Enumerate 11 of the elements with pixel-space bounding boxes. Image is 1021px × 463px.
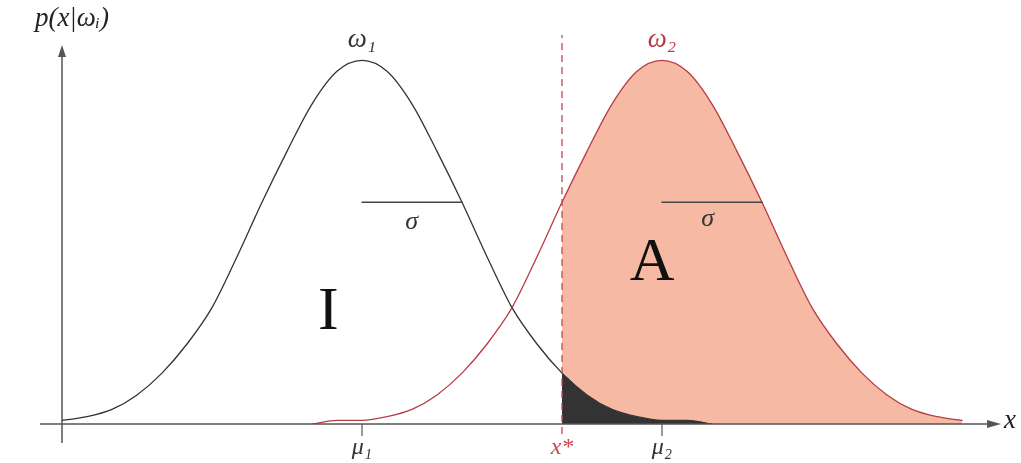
annotation: I bbox=[318, 274, 339, 343]
x-tick-label: x* bbox=[549, 433, 574, 460]
annotation: A bbox=[629, 225, 675, 294]
y-axis-title: p(x|ωᵢ) bbox=[32, 2, 110, 33]
series-label: ω₂ bbox=[647, 23, 677, 54]
x-tick-label: μ₂ bbox=[650, 433, 673, 460]
x-axis-title: x bbox=[1003, 404, 1016, 435]
annotation: σ bbox=[405, 205, 420, 235]
annotation: σ bbox=[701, 202, 716, 232]
series-label: ω₁ bbox=[347, 23, 377, 54]
x-tick-label: μ₁ bbox=[350, 433, 373, 460]
